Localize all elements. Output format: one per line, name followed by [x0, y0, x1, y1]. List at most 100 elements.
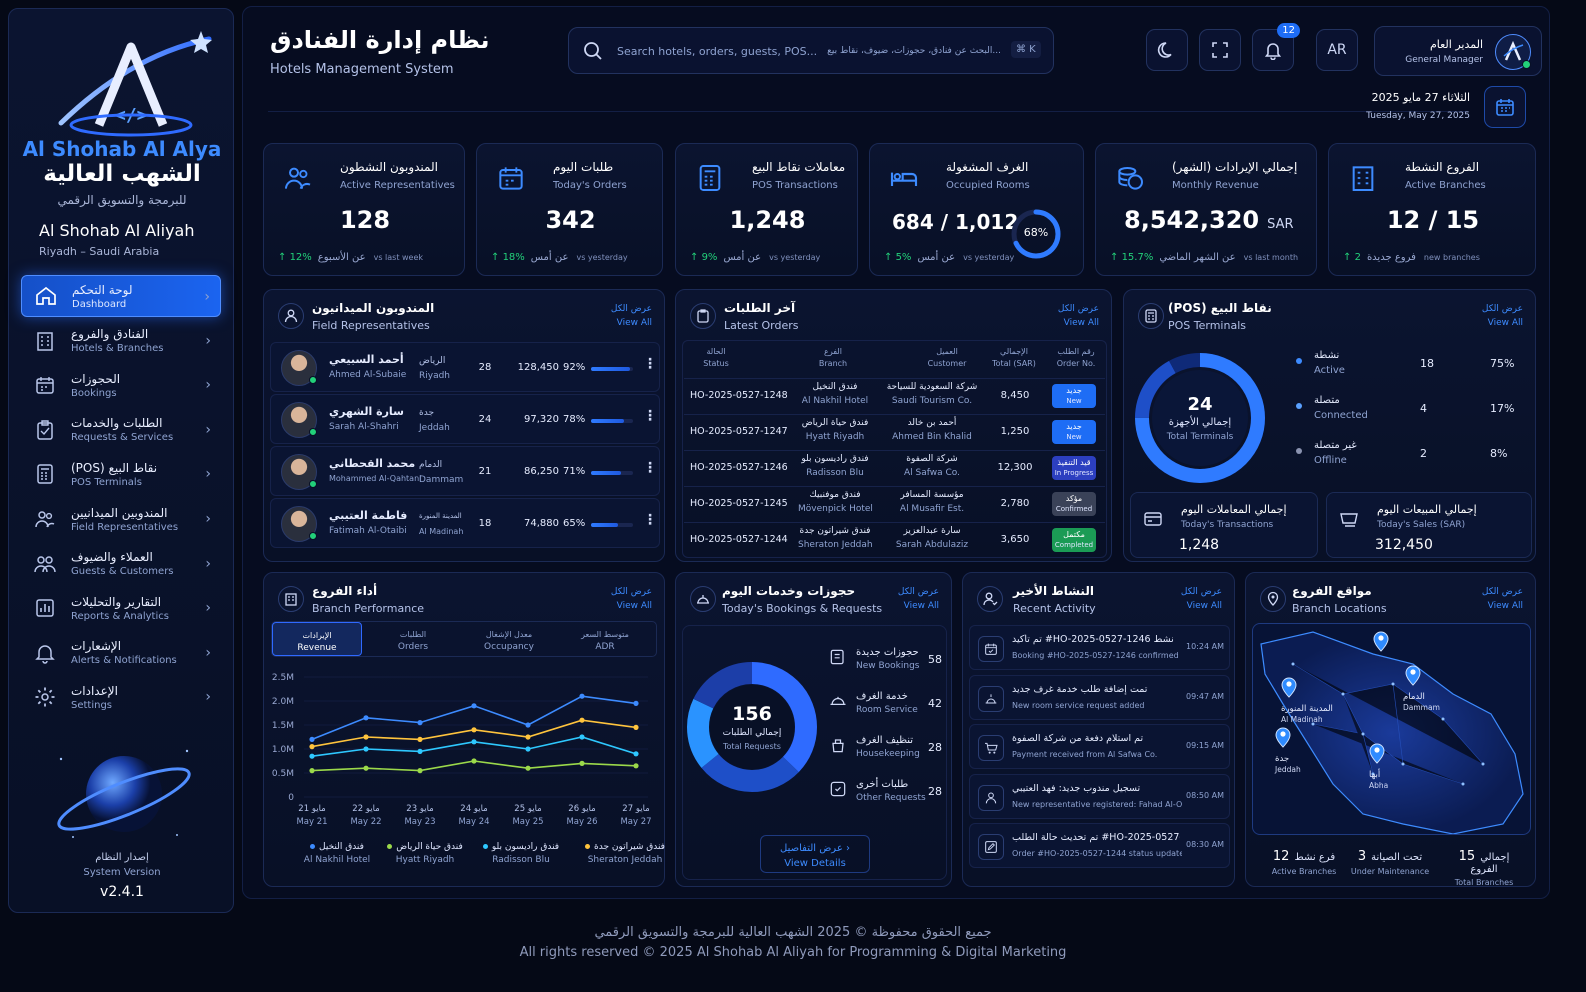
trend-label-en: vs yesterday	[769, 253, 821, 262]
stat-value-text: 8,542,320	[1124, 206, 1260, 234]
footer-ar: جميع الحقوق محفوظة © 2025 الشهب العالية …	[594, 925, 992, 940]
notification-count-badge: 12	[1277, 23, 1300, 38]
more-options-icon[interactable]: ⋮	[643, 460, 657, 476]
view-details-button[interactable]: عرض التفاصيل › View Details	[760, 835, 870, 873]
booking-category-en: Housekeeping	[856, 749, 920, 759]
online-status-dot	[309, 428, 317, 436]
sidebar-item-reports-analytics[interactable]: التقارير والتحليلات Reports & Analytics ›	[21, 587, 221, 629]
company-location: Riyadh – Saudi Arabia	[39, 245, 160, 258]
language-button[interactable]: AR	[1316, 29, 1358, 71]
rep-row[interactable]: فاطمة العتيبي Fatimah Al-Otaibi المدينة ال…	[270, 498, 660, 548]
rep-row[interactable]: أحمد السبيعي Ahmed Al-Subaie الرياض Riyadh 2…	[270, 342, 660, 392]
booking-category-count: 28	[928, 741, 942, 754]
sidebar-item-label-en: Reports & Analytics	[71, 610, 169, 622]
sidebar-item-field-representatives[interactable]: المندوبين الميدانيين Field Representative…	[21, 498, 221, 540]
x-tick-label-ar: 23 مايو	[406, 804, 433, 814]
view-all-link[interactable]: عرض الكل View All	[1180, 587, 1222, 611]
activity-text-ar: تم تحديث حالة الطلب #HO-2025-0527-1244	[1012, 832, 1180, 843]
view-all-link[interactable]: عرض الكل View All	[610, 304, 652, 328]
pos-status-count: 18	[1420, 357, 1434, 370]
trend-value: 15.7%	[1121, 252, 1154, 263]
booking-category-ar: تنظيف الغرف	[856, 735, 914, 746]
more-options-icon[interactable]: ⋮	[643, 512, 657, 528]
calendar-button[interactable]	[1484, 86, 1526, 128]
stat-card-today-s-orders[interactable]: طلبات اليوم Today's Orders 342 ↑ 18% عن أمس v…	[476, 143, 663, 276]
sidebar-item-label-ar: الطلبات والخدمات	[71, 416, 163, 431]
map-pin-label-en: Abha	[1369, 781, 1389, 790]
trend-up-icon: ↑	[884, 252, 896, 263]
data-point	[309, 753, 315, 759]
tab-occupancy[interactable]: معدل الإشغال Occupancy	[484, 630, 534, 652]
tab-revenue[interactable]: الإيرادات Revenue	[272, 622, 362, 656]
fullscreen-button[interactable]	[1199, 29, 1241, 71]
rep-row[interactable]: سارة الشهري Sarah Al-Shahri جدة Jeddah 24 97,…	[270, 394, 660, 444]
more-options-icon[interactable]: ⋮	[643, 408, 657, 424]
map-pin-icon	[1260, 586, 1286, 612]
rep-row[interactable]: محمد القحطاني Mohammed Al-Qahtani الدمام Da…	[270, 446, 660, 496]
order-customer-ar: أحمد بن خالد	[907, 418, 957, 428]
activity-item[interactable]: تمت إضافة طلب خدمة غرف جديد New room serv…	[969, 674, 1230, 720]
activity-item[interactable]: تم تحديث حالة الطلب #HO-2025-0527-1244 Or…	[969, 823, 1230, 868]
branch-map[interactable]: المدينة المنورة Al Madinah الدمام Dammam جدة…	[1252, 623, 1531, 835]
building-icon	[1347, 162, 1379, 194]
achievement-bar	[591, 367, 633, 371]
bell-service-icon	[690, 586, 716, 612]
stat-card-active-branches[interactable]: الفروع النشطة Active Branches 12 / 15 ↑ 2 فر…	[1328, 143, 1536, 276]
map-pin-icon[interactable]	[1405, 664, 1421, 686]
table-row[interactable]: HO-2025-0527-1247 فندق حياة الرياض Hyatt R…	[682, 414, 1107, 450]
stat-value-text: 684 / 1,012	[892, 210, 1019, 234]
online-status-dot	[1522, 60, 1531, 69]
y-tick-label: 2.0M	[272, 697, 294, 707]
map-pin-icon[interactable]	[1275, 726, 1291, 748]
stat-card-active-representatives[interactable]: المندوبون النشطون Active Representatives 1…	[263, 143, 465, 276]
tab-orders[interactable]: الطلبات Orders	[397, 630, 429, 652]
data-point	[363, 715, 369, 721]
table-row[interactable]: HO-2025-0527-1245 فندق موفنبيك Mövenpick H…	[682, 486, 1107, 522]
sidebar-item-dashboard[interactable]: لوحة التحكم Dashboard ›	[21, 275, 221, 317]
bell-icon	[1264, 43, 1282, 60]
pos-status-percent: 75%	[1490, 357, 1515, 370]
tab-adr[interactable]: متوسط السعر ADR	[581, 630, 629, 652]
more-options-icon[interactable]: ⋮	[643, 356, 657, 372]
sidebar-item-alerts-notifications[interactable]: الإشعارات Alerts & Notifications ›	[21, 632, 221, 674]
sidebar-item-requests-services[interactable]: الطلبات والخدمات Requests & Services ›	[21, 409, 221, 451]
sidebar-item-pos-terminals[interactable]: (POS) نقاط البيع POS Terminals ›	[21, 453, 221, 495]
notifications-button[interactable]: 12	[1252, 23, 1300, 71]
sidebar-item-settings[interactable]: الإعدادات Settings ›	[21, 676, 221, 718]
view-all-link[interactable]: عرض الكل View All	[897, 587, 939, 611]
view-all-link[interactable]: عرض الكل View All	[1481, 304, 1523, 328]
view-all-link[interactable]: عرض الكل View All	[610, 587, 652, 611]
map-pin-icon[interactable]	[1369, 742, 1385, 764]
page-subtitle: Hotels Management System	[270, 62, 454, 77]
data-point	[309, 736, 315, 742]
map-pin-icon[interactable]	[1281, 676, 1297, 698]
requests-total: 156	[732, 703, 772, 725]
activity-item[interactable]: تسجيل مندوب جديد: فهد العتيبي New represe…	[969, 773, 1230, 819]
stat-card-monthly-revenue[interactable]: إجمالي الإيرادات (الشهر) Monthly Revenue 8…	[1095, 143, 1317, 276]
theme-toggle-button[interactable]	[1146, 29, 1188, 71]
order-branch-en: Sheraton Jeddah	[798, 540, 873, 550]
stat-card-pos-transactions[interactable]: معاملات نقاط البيع POS Transactions 1,248 ↑…	[675, 143, 858, 276]
x-tick-label-en: May 23	[404, 817, 435, 827]
sidebar-item-label: لوحة التحكم Dashboard	[72, 283, 133, 310]
view-all-link[interactable]: عرض الكل View All	[1481, 587, 1523, 611]
sidebar-item-hotels-branches[interactable]: الفنادق والفروع Hotels & Branches ›	[21, 320, 221, 362]
sidebar-item-label-en: Dashboard	[72, 298, 127, 310]
data-point	[363, 746, 369, 752]
stat-card-occupied-rooms[interactable]: الغرف المشغولة Occupied Rooms 684 / 1,012 6…	[869, 143, 1084, 276]
fullscreen-icon	[1212, 42, 1228, 58]
map-pin-icon[interactable]	[1373, 630, 1389, 652]
sidebar-item-guests-customers[interactable]: العملاء والضيوف Guests & Customers ›	[21, 543, 221, 585]
activity-item[interactable]: تم استلام دفعة من شركة الصفوة Payment rec…	[969, 724, 1230, 769]
data-point	[633, 763, 639, 769]
table-row[interactable]: HO-2025-0527-1246 فندق راديسون بلو Radisso…	[682, 450, 1107, 486]
activity-item[interactable]: تم تأكيد #HO-2025-0527-1246 نشط Booking #…	[969, 625, 1230, 670]
sidebar-item-bookings[interactable]: الحجوزات Bookings ›	[21, 364, 221, 406]
order-customer-ar: مؤسسة المسافر	[900, 490, 964, 500]
table-row[interactable]: HO-2025-0527-1248 فندق النخيل Al Nakhil Ho…	[682, 378, 1107, 414]
trend-up-icon: ↑	[690, 252, 702, 263]
search-bar[interactable]: Search hotels, orders, guests, POS... ال…	[568, 27, 1054, 74]
table-row[interactable]: HO-2025-0527-1244 فندق شيراتون جدة Sherato…	[682, 522, 1107, 558]
view-all-link[interactable]: عرض الكل View All	[1057, 304, 1099, 328]
user-profile[interactable]: المدير العام General Manager	[1374, 26, 1542, 76]
